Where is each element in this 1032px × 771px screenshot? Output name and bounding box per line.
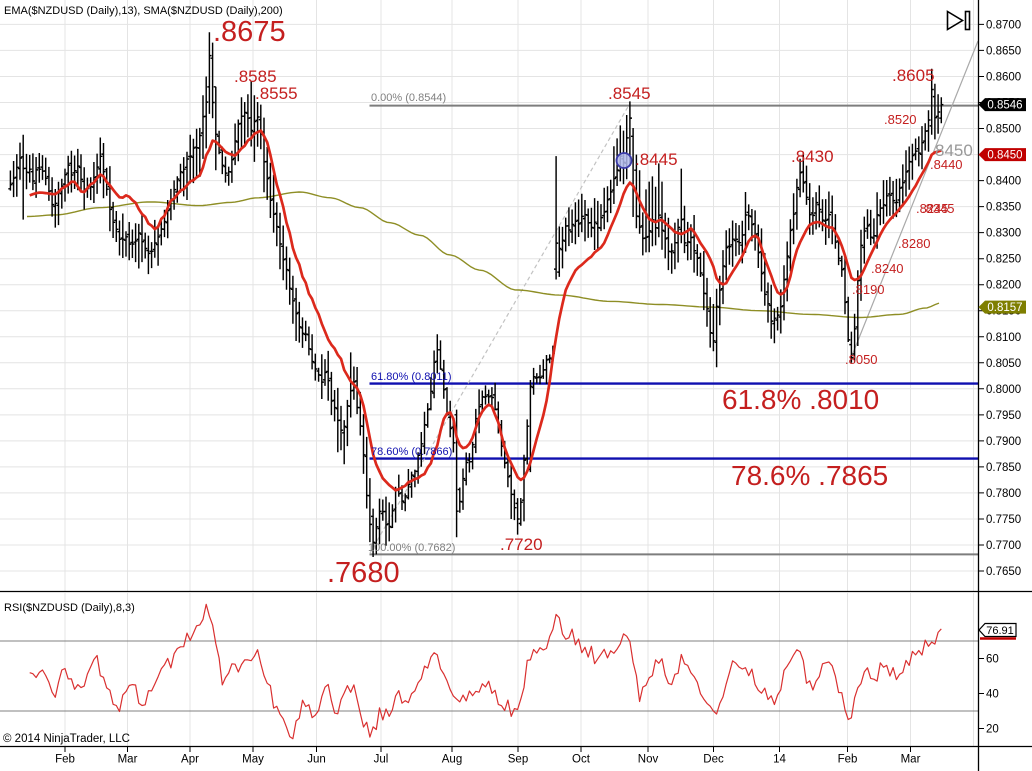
svg-text:.7680: .7680 <box>327 557 400 589</box>
svg-text:Jun: Jun <box>307 754 326 766</box>
svg-text:.8585: .8585 <box>234 67 277 86</box>
svg-text:EMA($NZDUSD (Daily),13), SMA($: EMA($NZDUSD (Daily),13), SMA($NZDUSD (Da… <box>4 5 283 17</box>
svg-text:0.8500: 0.8500 <box>986 124 1021 136</box>
svg-text:61.8% .8010: 61.8% .8010 <box>722 384 879 415</box>
svg-text:Sep: Sep <box>508 754 528 766</box>
svg-text:.8345: .8345 <box>922 201 955 216</box>
svg-text:.8050: .8050 <box>845 352 878 367</box>
svg-text:40: 40 <box>986 689 999 701</box>
svg-text:.8280: .8280 <box>898 236 931 251</box>
svg-text:76.91: 76.91 <box>986 625 1014 637</box>
svg-text:20: 20 <box>986 724 999 736</box>
svg-text:0.8300: 0.8300 <box>986 228 1021 240</box>
svg-text:0.7850: 0.7850 <box>986 462 1021 474</box>
svg-text:RSI($NZDUSD (Daily),8,3): RSI($NZDUSD (Daily),8,3) <box>4 602 135 614</box>
svg-text:Oct: Oct <box>572 754 591 766</box>
svg-text:.8520: .8520 <box>884 112 917 127</box>
svg-text:0.8450: 0.8450 <box>987 150 1022 162</box>
svg-text:Mar: Mar <box>901 754 921 766</box>
svg-text:.8445: .8445 <box>635 150 678 169</box>
svg-text:61.80% (0.8011): 61.80% (0.8011) <box>371 371 452 383</box>
svg-text:0.8157: 0.8157 <box>987 302 1022 314</box>
svg-text:.8440: .8440 <box>930 157 963 172</box>
svg-text:78.60% (0.7866): 78.60% (0.7866) <box>371 446 452 458</box>
svg-text:0.8200: 0.8200 <box>986 280 1021 292</box>
svg-text:Dec: Dec <box>703 754 724 766</box>
svg-text:.8605: .8605 <box>892 66 935 85</box>
svg-text:Jul: Jul <box>374 754 389 766</box>
svg-text:78.6% .7865: 78.6% .7865 <box>731 460 888 491</box>
svg-text:© 2014 NinjaTrader, LLC: © 2014 NinjaTrader, LLC <box>3 733 130 745</box>
svg-text:0.7750: 0.7750 <box>986 514 1021 526</box>
svg-text:.8430: .8430 <box>791 147 834 166</box>
svg-text:0.8650: 0.8650 <box>986 45 1021 57</box>
svg-text:0.8700: 0.8700 <box>986 19 1021 31</box>
svg-text:.8245: .8245 <box>916 201 949 216</box>
svg-text:0.7700: 0.7700 <box>986 540 1021 552</box>
svg-text:14: 14 <box>773 754 786 766</box>
svg-text:0.00% (0.8544): 0.00% (0.8544) <box>371 92 446 104</box>
svg-text:0.7950: 0.7950 <box>986 410 1021 422</box>
svg-text:.8240: .8240 <box>871 261 904 276</box>
svg-text:Feb: Feb <box>55 754 75 766</box>
svg-text:.7720: .7720 <box>500 535 543 554</box>
svg-text:100.00% (0.7682): 100.00% (0.7682) <box>368 542 455 554</box>
svg-text:Apr: Apr <box>181 754 199 766</box>
svg-text:.8555: .8555 <box>255 84 298 103</box>
svg-text:Nov: Nov <box>638 754 659 766</box>
svg-text:0.8050: 0.8050 <box>986 358 1021 370</box>
svg-text:0.8600: 0.8600 <box>986 72 1021 84</box>
svg-text:.8675: .8675 <box>213 16 286 48</box>
svg-text:.8190: .8190 <box>852 282 885 297</box>
svg-text:May: May <box>242 754 264 766</box>
svg-text:0.8000: 0.8000 <box>986 384 1021 396</box>
svg-text:0.8400: 0.8400 <box>986 176 1021 188</box>
svg-text:0.7650: 0.7650 <box>986 566 1021 578</box>
svg-text:0.7900: 0.7900 <box>986 436 1021 448</box>
svg-text:Aug: Aug <box>442 754 462 766</box>
svg-text:0.8100: 0.8100 <box>986 332 1021 344</box>
svg-text:Mar: Mar <box>118 754 138 766</box>
svg-text:8450: 8450 <box>935 141 973 160</box>
svg-text:0.8546: 0.8546 <box>987 100 1022 112</box>
svg-text:60: 60 <box>986 654 999 666</box>
svg-text:Feb: Feb <box>838 754 858 766</box>
svg-text:.8545: .8545 <box>608 84 651 103</box>
svg-text:0.8250: 0.8250 <box>986 254 1021 266</box>
svg-text:0.8350: 0.8350 <box>986 202 1021 214</box>
svg-text:0.7800: 0.7800 <box>986 488 1021 500</box>
